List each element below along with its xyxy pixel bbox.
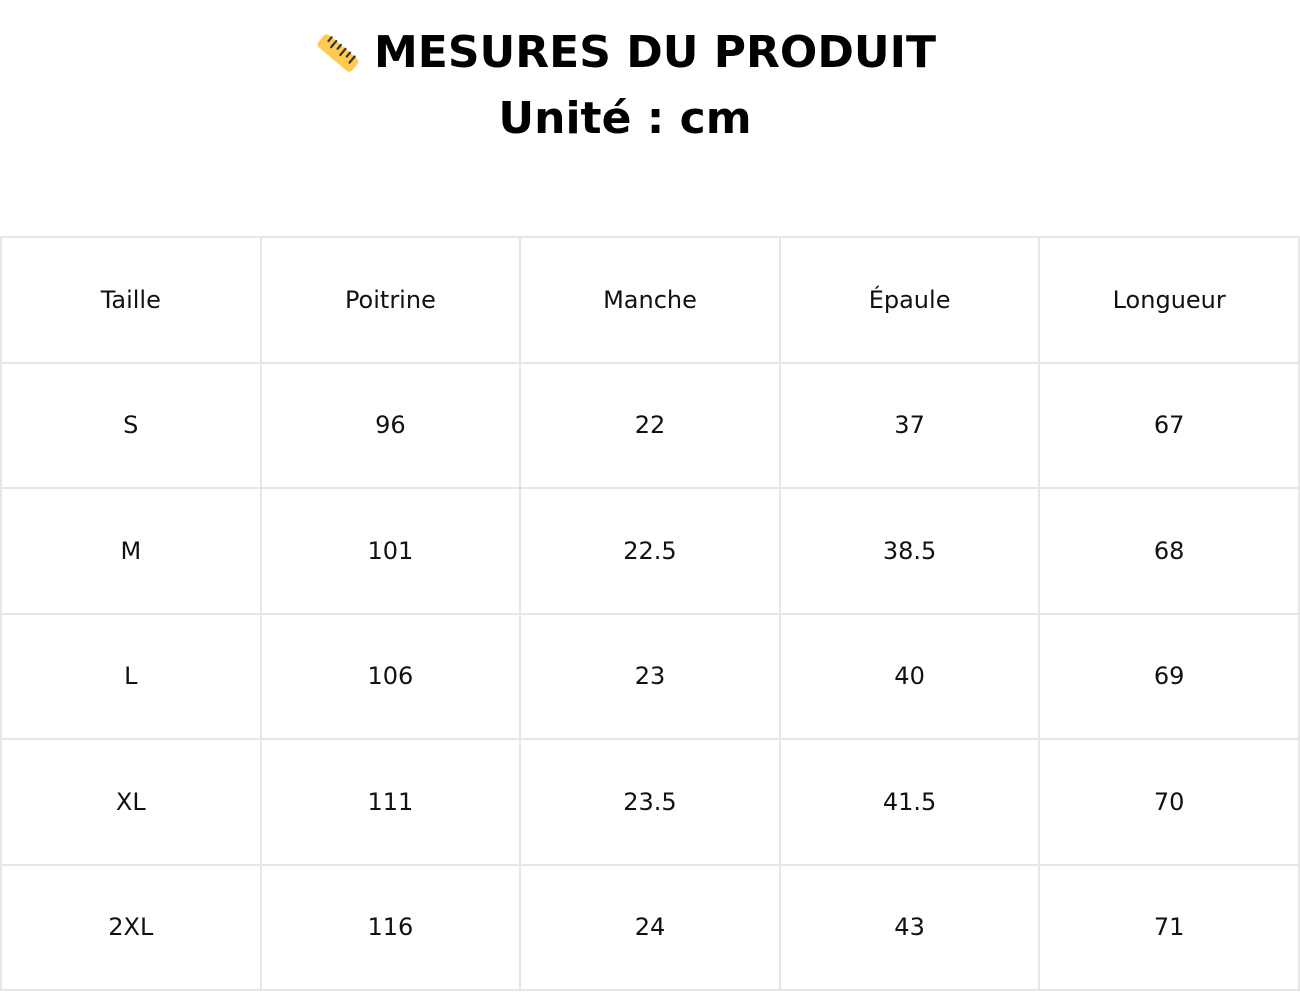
table-cell: L [0, 612, 262, 740]
table-cell: 106 [259, 612, 522, 740]
table-cell: 37 [778, 361, 1041, 489]
table-cell: 40 [778, 612, 1041, 740]
table-cell: 69 [1038, 612, 1300, 740]
table-cell: 38.5 [778, 487, 1041, 615]
table-row: L 106 23 40 69 [0, 612, 1300, 740]
column-header: Longueur [1038, 236, 1300, 364]
column-header: Taille [0, 236, 262, 364]
table-cell: 22 [519, 361, 781, 489]
title-line: MESURES DU PRODUIT [0, 22, 1250, 84]
table-cell: 111 [259, 738, 522, 866]
table-cell: 23.5 [519, 738, 781, 866]
table-cell: 71 [1038, 863, 1300, 991]
column-header: Épaule [778, 236, 1041, 364]
page-title: MESURES DU PRODUIT [374, 27, 936, 78]
column-header: Poitrine [259, 236, 522, 364]
table-cell: 116 [259, 863, 522, 991]
table-cell: 68 [1038, 487, 1300, 615]
table-row: XL 111 23.5 41.5 70 [0, 738, 1300, 866]
unit-subtitle: Unité : cm [498, 93, 752, 144]
table-cell: 23 [519, 612, 781, 740]
table-cell: S [0, 361, 262, 489]
header-row: Taille Poitrine Manche Épaule Longueur [0, 236, 1300, 364]
table-cell: 2XL [0, 863, 262, 991]
table-row: M 101 22.5 38.5 68 [0, 487, 1300, 615]
table-cell: XL [0, 738, 262, 866]
table-cell: 43 [778, 863, 1041, 991]
ruler-icon [317, 34, 359, 72]
table-cell: 70 [1038, 738, 1300, 866]
table-cell: 24 [519, 863, 781, 991]
table-cell: M [0, 487, 262, 615]
table-cell: 67 [1038, 361, 1300, 489]
table-row: 2XL 116 24 43 71 [0, 863, 1300, 991]
page-header: MESURES DU PRODUIT Unité : cm [0, 22, 1250, 152]
table-cell: 41.5 [778, 738, 1041, 866]
table-cell: 96 [259, 361, 522, 489]
table-cell: 22.5 [519, 487, 781, 615]
table-cell: 101 [259, 487, 522, 615]
size-chart-table: Taille Poitrine Manche Épaule Longueur S 96 22 3… [0, 236, 1300, 991]
table-row: S 96 22 37 67 [0, 361, 1300, 489]
column-header: Manche [519, 236, 781, 364]
